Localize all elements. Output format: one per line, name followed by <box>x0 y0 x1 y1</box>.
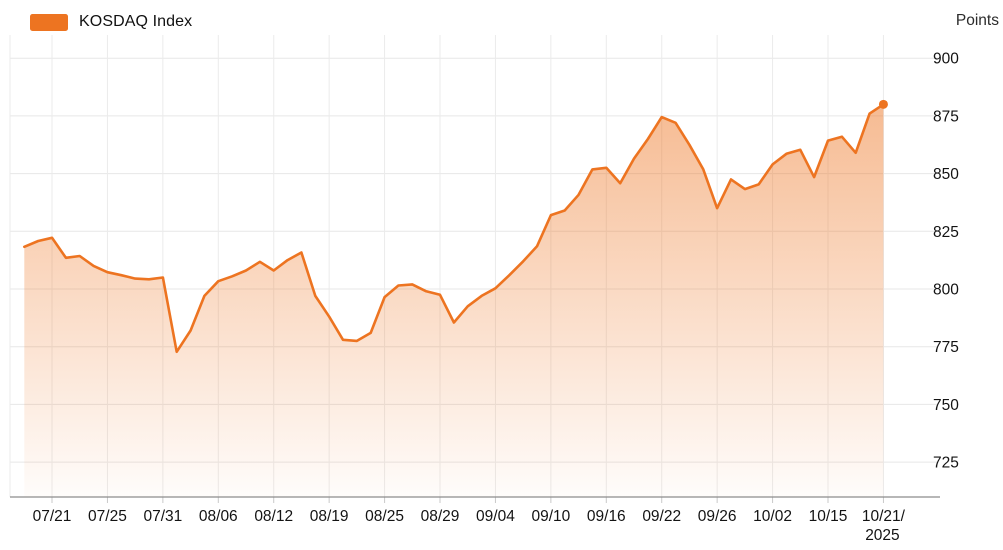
x-tick-label: 08/06 <box>199 508 238 525</box>
x-tick-label: 09/22 <box>642 508 681 525</box>
y-tick-label: 750 <box>933 397 959 414</box>
x-tick-label: 09/16 <box>587 508 626 525</box>
x-tick-label: 09/26 <box>698 508 737 525</box>
legend-label: KOSDAQ Index <box>79 13 193 30</box>
y-tick-label: 800 <box>933 282 959 299</box>
x-tick-label: 10/21/ <box>862 508 906 525</box>
y-tick-label: 850 <box>933 166 959 183</box>
x-tick-label: 08/25 <box>365 508 404 525</box>
x-tick-label: 08/12 <box>254 508 293 525</box>
series-area-fill <box>24 104 884 498</box>
x-tick-label: 08/19 <box>310 508 349 525</box>
x-tick-label: 07/21 <box>33 508 72 525</box>
x-tick-label: 09/04 <box>476 508 515 525</box>
x-tick-label: 07/25 <box>88 508 127 525</box>
y-tick-label: 825 <box>933 224 959 241</box>
series-line <box>23 103 885 354</box>
x-tick-label: 09/10 <box>531 508 570 525</box>
x-tick-label: 08/29 <box>421 508 460 525</box>
x-tick-label: 10/15 <box>809 508 848 525</box>
y-tick-label: 775 <box>933 339 959 356</box>
series-end-dot <box>878 99 888 109</box>
y-tick-label: 900 <box>933 51 959 68</box>
y-tick-label: 725 <box>933 455 959 472</box>
x-tick-label: 10/02 <box>753 508 792 525</box>
legend-item-kosdaq[interactable]: KOSDAQ Index <box>30 13 192 31</box>
y-tick-label: 875 <box>933 108 959 125</box>
x-tick-label: 07/31 <box>143 508 182 525</box>
x-tick-label: 2025 <box>865 527 899 544</box>
y-axis-unit-label: Points <box>955 12 999 29</box>
legend-swatch-icon <box>30 13 68 31</box>
